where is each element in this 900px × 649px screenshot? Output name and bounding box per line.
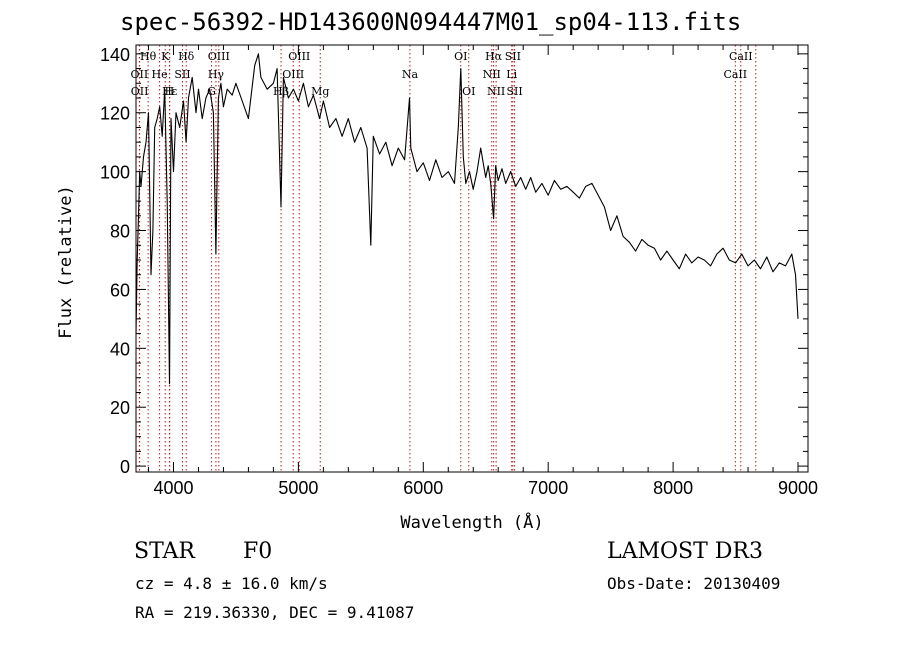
line-marker-label-27: CaII — [744, 0, 768, 3]
line-marker-label-13: OIII — [282, 68, 304, 81]
line-marker-label-20: H — [165, 85, 175, 98]
line-marker-label-24: OI — [462, 85, 475, 98]
line-marker-label-9: OII — [131, 68, 149, 81]
object-class: STAR — [134, 539, 195, 564]
line-marker-label-15: NII — [483, 68, 501, 81]
y-tick-label-2: 40 — [110, 339, 130, 359]
observation-date: Obs-Date: 20130409 — [607, 574, 781, 593]
y-tick-label-6: 120 — [100, 104, 130, 124]
line-marker-label-10: He — [152, 68, 168, 81]
redshift-value: cz = 4.8 ± 16.0 km/s — [135, 574, 328, 593]
y-tick-label-0: 0 — [120, 457, 130, 477]
y-tick-label-1: 20 — [110, 398, 130, 418]
line-marker-label-5: OI — [454, 50, 467, 63]
chart-title: spec-56392-HD143600N094447M01_sp04-113.f… — [120, 8, 742, 36]
line-marker-label-8: CaII — [729, 50, 753, 63]
line-marker-label-14: Na — [402, 68, 419, 81]
line-marker-label-4: OIII — [288, 50, 310, 63]
line-marker-label-0: Hθ — [140, 50, 157, 63]
y-tick-label-5: 100 — [100, 163, 130, 183]
line-marker-label-19: Hε — [162, 85, 178, 98]
line-marker-label-2: Hδ — [178, 50, 195, 63]
y-tick-label-4: 80 — [110, 222, 130, 242]
emission-line-markers — [138, 45, 757, 472]
line-marker-label-7: SII — [505, 50, 521, 63]
x-tick-label-3: 7000 — [528, 478, 568, 498]
line-marker-label-21: G — [207, 85, 216, 98]
line-marker-label-26: SII — [506, 85, 522, 98]
x-tick-label-2: 6000 — [403, 478, 443, 498]
x-tick-label-1: 5000 — [278, 478, 318, 498]
survey-name: LAMOST DR3 — [607, 539, 763, 564]
line-marker-label-3: OIII — [208, 50, 230, 63]
spectrum-line-0 — [135, 53, 799, 385]
line-marker-label-18: OII — [131, 85, 149, 98]
line-marker-label-17: CaII — [723, 68, 747, 81]
line-marker-label-11: SII — [174, 68, 190, 81]
line-marker-label-25: NII — [487, 85, 505, 98]
line-marker-label-1: K — [161, 50, 170, 63]
line-marker-label-16: Li — [506, 68, 517, 81]
y-tick-label-7: 140 — [100, 45, 130, 65]
line-marker-label-12: Hγ — [208, 68, 225, 81]
plot-frame — [135, 44, 809, 473]
x-tick-label-0: 4000 — [153, 478, 193, 498]
line-marker-label-22: Hβ — [273, 85, 289, 98]
object-subclass: F0 — [243, 539, 273, 564]
sky-coordinates: RA = 219.36330, DEC = 9.41087 — [135, 603, 415, 622]
line-marker-label-23: Mg — [311, 85, 329, 98]
y-axis-label: Flux (relative) — [56, 185, 76, 339]
spectrum-series — [135, 53, 799, 385]
x-axis-label: Wavelength (Å) — [400, 511, 543, 533]
y-tick-label-3: 60 — [110, 280, 130, 300]
line-marker-label-6: Hα — [485, 50, 503, 63]
x-tick-label-5: 9000 — [778, 478, 818, 498]
plot-axes: 4000 5000 6000 7000 8000 9000 0 20 40 60 80 100 120 1… — [100, 44, 818, 498]
x-tick-label-4: 8000 — [653, 478, 693, 498]
